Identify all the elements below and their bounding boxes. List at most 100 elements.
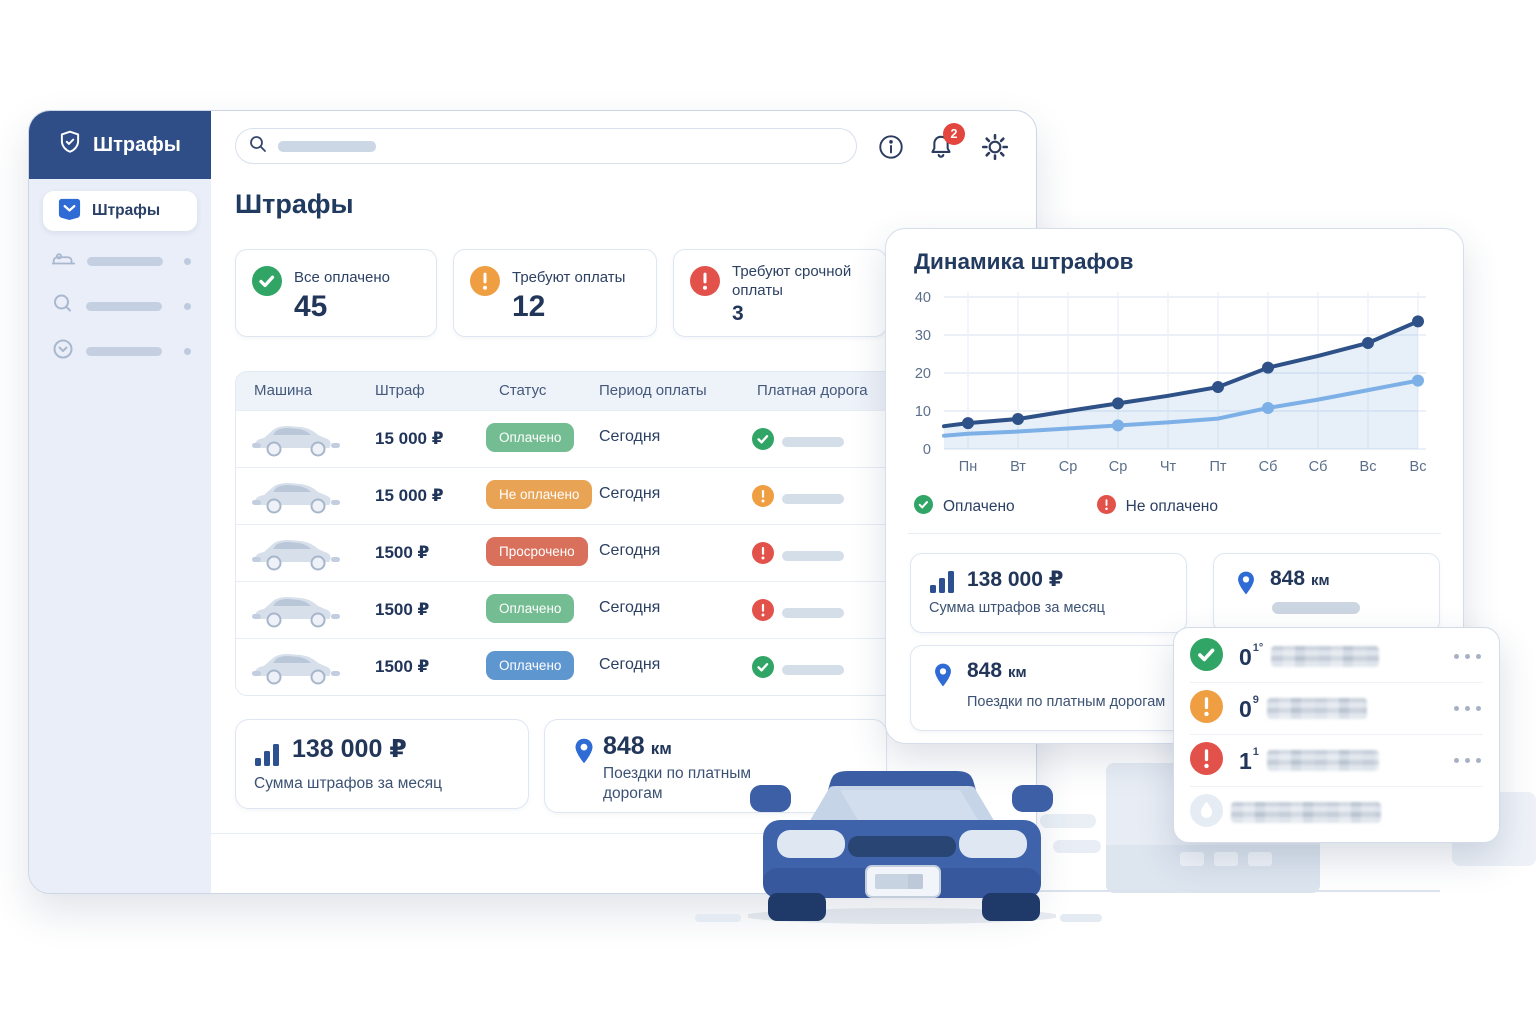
sidebar-skeleton-item[interactable] <box>51 293 191 319</box>
brand-shield-icon <box>57 129 83 161</box>
window-divider <box>211 833 1036 834</box>
panel-toll-distance-card: 848 км Поездки по платным дорогам <box>910 645 1187 731</box>
car-thumbnail <box>250 590 342 635</box>
svg-text:30: 30 <box>915 328 931 344</box>
toll-road-cell <box>752 542 844 569</box>
fines-icon <box>57 196 82 226</box>
skeleton-dot <box>184 302 191 310</box>
bg-shape <box>1040 814 1096 828</box>
skeleton-bar <box>86 301 162 311</box>
bg-window <box>1214 852 1238 866</box>
svg-text:Сб: Сб <box>1259 459 1278 475</box>
brand: Штрафы <box>29 111 211 179</box>
svg-text:40: 40 <box>915 290 931 306</box>
sidebar-item-label: Штрафы <box>92 202 161 219</box>
popover-value: 09 <box>1239 694 1259 722</box>
alert-circle-icon <box>1096 495 1116 519</box>
status-badge: Просрочено <box>486 537 588 566</box>
car-illustration <box>744 756 1060 928</box>
table-header: Машина Штраф Статус Период оплаты Платная до… <box>236 372 1011 410</box>
fuel-drop-icon <box>1190 793 1223 832</box>
placeholder-bar <box>1272 602 1360 614</box>
toll-distance-value: 848 км <box>603 732 672 760</box>
map-pin-icon <box>1232 569 1260 602</box>
svg-text:Пн: Пн <box>959 459 977 475</box>
sidebar-skeleton-item[interactable] <box>51 338 191 364</box>
stat-card-require-payment[interactable]: Требуют оплаты 12 <box>453 249 657 337</box>
stat-card-all-paid[interactable]: Все оплачено 45 <box>235 249 437 337</box>
status-badge: Оплачено <box>486 594 575 623</box>
payment-period: Сегодня <box>599 656 661 673</box>
column-header: Штраф <box>375 382 425 399</box>
row-menu-button[interactable] <box>1452 752 1483 769</box>
clock-icon <box>51 337 75 366</box>
info-button[interactable] <box>873 130 909 166</box>
map-pin-icon <box>569 736 599 771</box>
toll-road-cell <box>752 428 844 455</box>
popover-row[interactable]: 09 <box>1190 683 1483 735</box>
table-row[interactable]: 15 000 ₽ Не оплачено Сегодня <box>236 467 1011 524</box>
car-thumbnail <box>250 419 342 464</box>
row-menu-button[interactable] <box>1452 648 1483 665</box>
sidebar: Штрафы Штрафы <box>29 111 211 893</box>
popover-row[interactable]: 11 <box>1190 735 1483 787</box>
legend-item-paid: Оплачено <box>914 495 1015 519</box>
popover-row[interactable]: 01° <box>1190 631 1483 683</box>
payment-period: Сегодня <box>599 428 661 445</box>
alert-circle-icon <box>752 485 774 512</box>
table-row[interactable]: 15 000 ₽ Оплачено Сегодня <box>236 410 1011 467</box>
status-badge: Оплачено <box>486 423 575 452</box>
stat-label: Все оплачено <box>294 269 391 286</box>
motion-dash <box>695 914 741 922</box>
success-status-icon <box>1190 637 1223 676</box>
toll-placeholder-bar <box>782 436 844 447</box>
check-circle-icon <box>752 428 774 455</box>
table-row[interactable]: 1500 ₽ Оплачено Сегодня <box>236 581 1011 638</box>
alert-circle-icon <box>752 599 774 626</box>
notifications-button[interactable]: 2 <box>923 123 965 166</box>
table-row[interactable]: 1500 ₽ Оплачено Сегодня <box>236 638 1011 695</box>
check-circle-icon <box>914 495 933 519</box>
toll-distance-card: 848 км Поездки по платным дорогам <box>544 719 887 813</box>
bar-chart-icon <box>254 742 284 773</box>
payment-period: Сегодня <box>599 485 661 502</box>
alert-circle-icon <box>690 266 720 301</box>
panel-month-sum-label: Сумма штрафов за месяц <box>929 600 1105 616</box>
column-header: Машина <box>254 382 313 399</box>
svg-text:Вт: Вт <box>1010 459 1026 475</box>
panel-distance-card: 848 км <box>1213 553 1440 633</box>
blurred-text <box>1231 802 1381 823</box>
table-row[interactable]: 1500 ₽ Просрочено Сегодня <box>236 524 1011 581</box>
settings-button[interactable] <box>977 130 1013 166</box>
popover-row[interactable] <box>1190 787 1483 838</box>
toll-road-cell <box>752 599 844 626</box>
fine-amount: 1500 ₽ <box>375 543 430 562</box>
fine-amount: 15 000 ₽ <box>375 486 444 505</box>
brand-title: Штрафы <box>93 133 181 156</box>
fines-table: Машина Штраф Статус Период оплаты Платная до… <box>235 371 1012 696</box>
toll-road-cell <box>752 656 844 683</box>
svg-text:Вс: Вс <box>1360 459 1377 475</box>
svg-text:Чт: Чт <box>1160 459 1177 475</box>
stat-label: Требуют срочной оплаты <box>732 263 852 299</box>
bell-icon <box>926 135 956 165</box>
status-badge: Не оплачено <box>486 480 593 509</box>
payment-period: Сегодня <box>599 599 661 616</box>
motion-dash <box>1060 914 1102 922</box>
svg-text:Ср: Ср <box>1059 459 1078 475</box>
search-input[interactable] <box>235 128 857 164</box>
blurred-text <box>1266 698 1367 719</box>
sidebar-skeleton-item[interactable] <box>51 248 191 274</box>
svg-text:10: 10 <box>915 404 931 420</box>
sidebar-item-fines[interactable]: Штрафы <box>43 191 197 231</box>
car-thumbnail <box>250 533 342 578</box>
gear-icon <box>980 133 1010 165</box>
row-menu-button[interactable] <box>1452 700 1483 717</box>
danger-status-icon <box>1190 741 1223 780</box>
stat-label: Требуют оплаты <box>512 269 626 286</box>
info-icon <box>876 134 906 165</box>
stat-value: 3 <box>732 302 744 325</box>
stat-card-urgent-payment[interactable]: Требуют срочной оплаты 3 <box>673 249 887 337</box>
alert-circle-icon <box>752 542 774 569</box>
vehicle-icon <box>51 249 76 274</box>
